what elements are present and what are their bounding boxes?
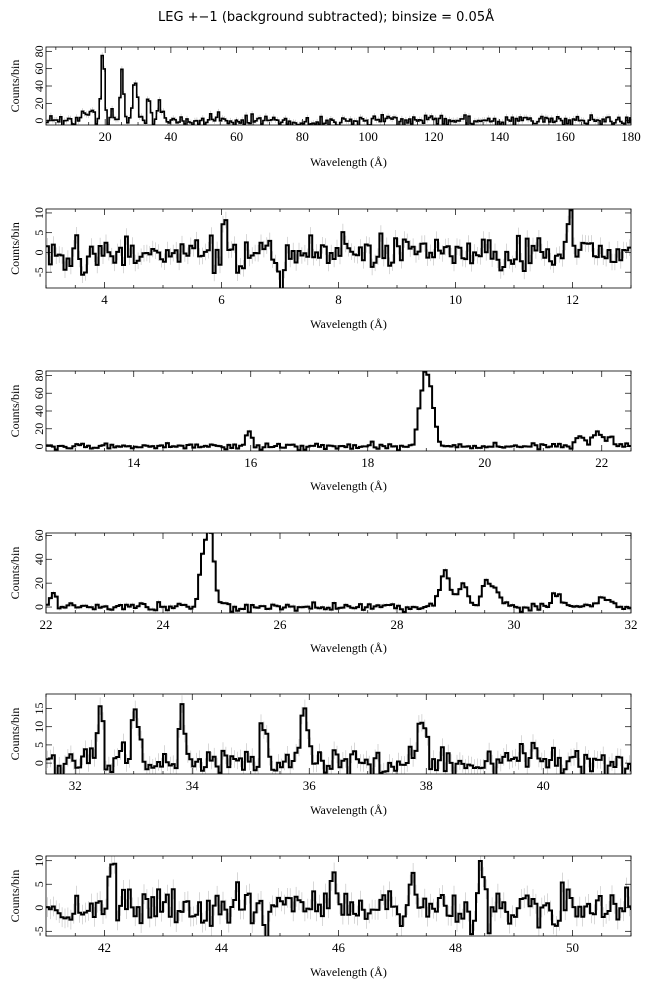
x-tick-label: 48 <box>449 940 462 955</box>
y-axis-label: Counts/bin <box>8 708 22 761</box>
x-tick-label: 26 <box>274 617 288 632</box>
data-layer <box>46 695 631 774</box>
y-tick-label: 0 <box>32 604 46 610</box>
y-tick-label: 60 <box>32 63 46 75</box>
x-tick-label: 8 <box>335 292 342 307</box>
data-layer <box>46 371 631 451</box>
y-tick-label: 40 <box>32 80 46 92</box>
x-tick-label: 120 <box>424 129 444 144</box>
y-tick-label: 20 <box>32 577 46 589</box>
x-tick-label: 20 <box>478 455 491 470</box>
x-tick-label: 38 <box>420 778 433 793</box>
y-tick-label: 5 <box>32 881 46 887</box>
x-tick-label: 60 <box>230 129 243 144</box>
plot-frame <box>45 370 632 452</box>
y-tick-label: 40 <box>32 405 46 417</box>
spectrum-series-2 <box>46 209 631 288</box>
y-tick-label: -5 <box>32 267 46 277</box>
page-title: LEG +−1 (background subtracted); binsize… <box>157 10 494 25</box>
x-tick-label: 16 <box>244 455 258 470</box>
x-tick-label: 36 <box>303 778 317 793</box>
spectrum-series-1 <box>46 54 631 125</box>
x-tick-label: 46 <box>332 940 346 955</box>
data-layer <box>46 856 631 936</box>
y-axis-label: Counts/bin <box>8 60 22 113</box>
y-tick-label: 0 <box>32 760 46 766</box>
y-tick-label: 10 <box>32 855 46 867</box>
data-layer <box>46 52 631 125</box>
y-axis-label: Counts/bin <box>8 870 22 923</box>
chart-panel-2: 4 6 8 10 12 -5 0 5 10 Wavelength (Å) Counts/bin <box>8 207 632 331</box>
chart-panel-6: 42 44 46 48 50 -5 0 5 10 Wavelength (Å) Counts/bin <box>8 855 632 979</box>
x-tick-label: 32 <box>69 778 82 793</box>
y-tick-label: 20 <box>32 423 46 435</box>
y-tick-label: 15 <box>32 703 46 715</box>
x-tick-label: 34 <box>186 778 200 793</box>
x-tick-label: 160 <box>556 129 576 144</box>
x-axis-label: Wavelength (Å) <box>310 155 387 169</box>
y-tick-label: 10 <box>32 721 46 733</box>
spectrum-series-3 <box>46 371 631 451</box>
y-axis-label: Counts/bin <box>8 385 22 438</box>
x-tick-label: 80 <box>296 129 309 144</box>
x-tick-label: 30 <box>508 617 521 632</box>
y-tick-label: 0 <box>32 249 46 255</box>
y-tick-label: 0 <box>32 444 46 450</box>
chart-panel-4: 22 24 26 28 30 32 0 20 40 60 Wavelength (Å) Counts/… <box>8 529 638 655</box>
y-tick-label: 0 <box>32 905 46 911</box>
y-tick-label: 0 <box>32 118 46 124</box>
x-tick-label: 4 <box>101 292 108 307</box>
x-tick-label: 12 <box>566 292 579 307</box>
chart-panel-5: 32 34 36 38 40 0 5 10 15 Wavelength (Å) Counts/bin <box>8 693 632 817</box>
x-tick-label: 44 <box>215 940 229 955</box>
x-tick-label: 42 <box>98 940 111 955</box>
x-tick-label: 22 <box>40 617 53 632</box>
x-tick-label: 10 <box>449 292 462 307</box>
y-tick-label: 80 <box>32 369 46 381</box>
x-tick-label: 14 <box>127 455 141 470</box>
x-tick-label: 28 <box>391 617 404 632</box>
spectrum-series-5 <box>46 703 631 774</box>
x-axis-label: Wavelength (Å) <box>310 803 387 817</box>
x-tick-label: 22 <box>595 455 608 470</box>
x-axis-label: Wavelength (Å) <box>310 479 387 493</box>
x-tick-label: 18 <box>361 455 374 470</box>
x-tick-label: 32 <box>625 617 638 632</box>
x-tick-label: 6 <box>218 292 225 307</box>
x-axis-label: Wavelength (Å) <box>310 641 387 655</box>
error-bars <box>47 371 630 451</box>
y-tick-label: -5 <box>32 926 46 936</box>
x-tick-label: 50 <box>566 940 579 955</box>
x-tick-label: 180 <box>621 129 641 144</box>
x-tick-label: 40 <box>164 129 177 144</box>
data-layer <box>46 209 631 288</box>
y-tick-label: 40 <box>32 553 46 565</box>
x-axis-label: Wavelength (Å) <box>310 965 387 979</box>
x-tick-label: 100 <box>358 129 378 144</box>
y-tick-label: 5 <box>32 742 46 748</box>
spectrum-series-6 <box>46 860 631 936</box>
y-tick-label: 10 <box>32 207 46 219</box>
x-tick-label: 20 <box>99 129 112 144</box>
y-axis-label: Counts/bin <box>8 222 22 275</box>
x-tick-label: 140 <box>490 129 510 144</box>
plot-frame <box>45 532 632 614</box>
x-tick-label: 24 <box>157 617 171 632</box>
x-tick-label: 40 <box>537 778 550 793</box>
y-tick-label: 60 <box>32 387 46 399</box>
error-bars <box>47 856 630 936</box>
spectrum-series-4 <box>46 533 631 613</box>
y-tick-label: 60 <box>32 529 46 541</box>
data-layer <box>46 533 631 613</box>
chart-panel-1: 20 40 60 80 100 120 140 160 180020406080Waveleng… <box>8 45 641 169</box>
x-axis-label: Wavelength (Å) <box>310 317 387 331</box>
y-tick-label: 80 <box>32 45 46 57</box>
chart-panel-3: 14 16 18 20 22 0 20 40 60 80 Wavelength (Å) Counts/… <box>8 369 632 493</box>
y-tick-label: 20 <box>32 97 46 109</box>
y-axis-label: Counts/bin <box>8 547 22 600</box>
y-tick-label: 5 <box>32 230 46 236</box>
